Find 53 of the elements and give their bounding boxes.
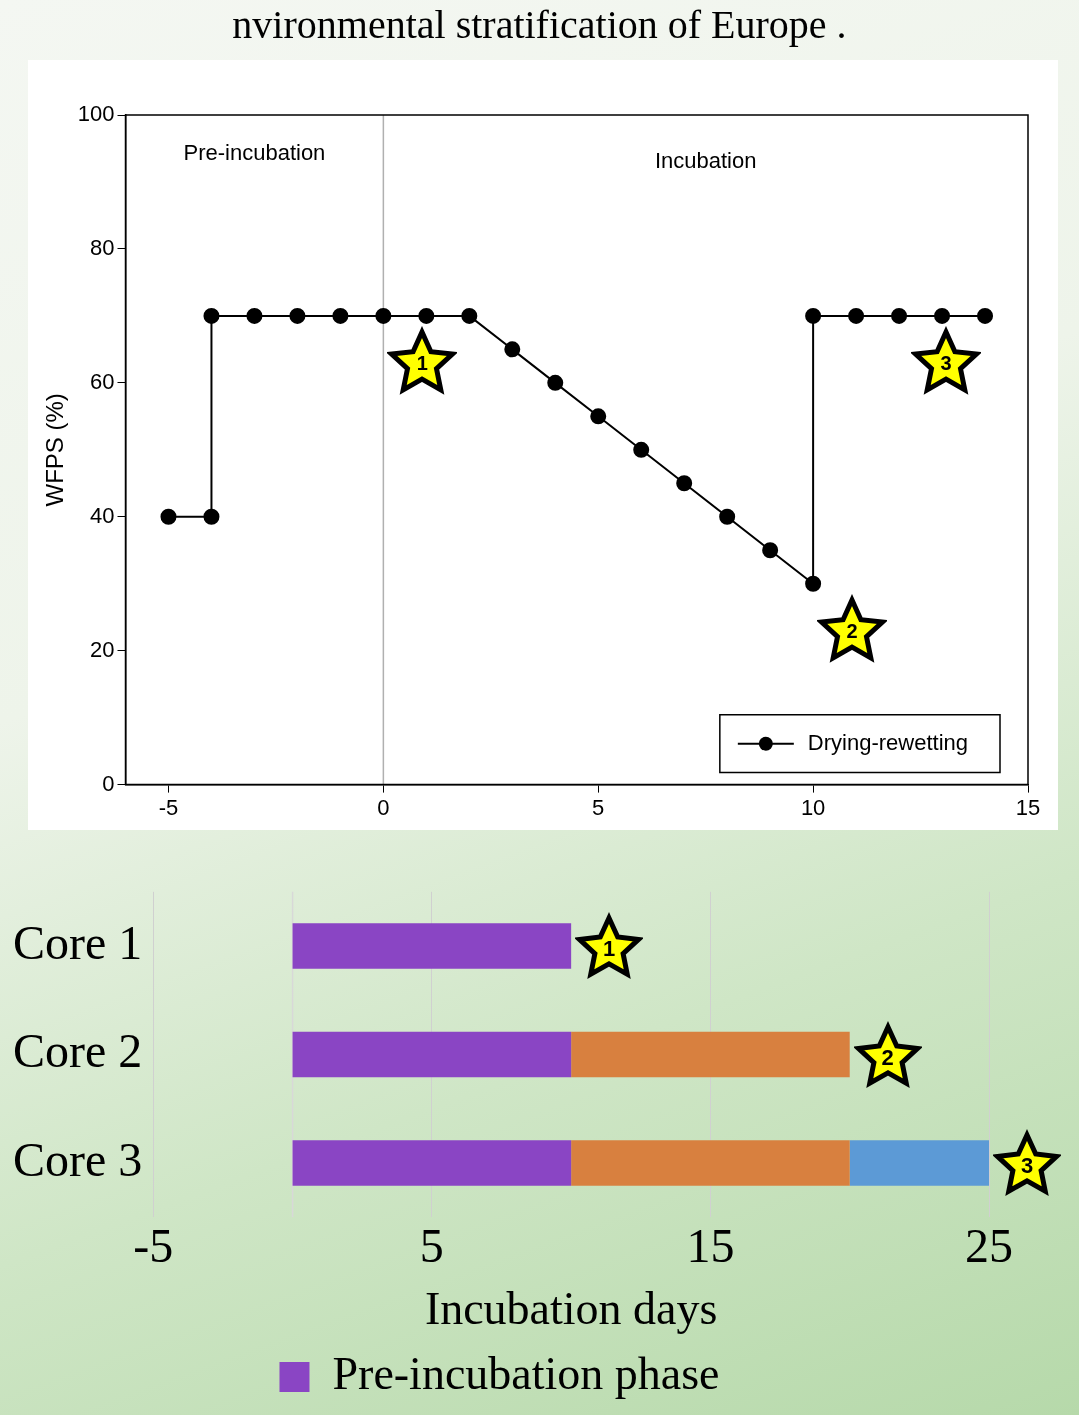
point xyxy=(934,307,951,324)
point xyxy=(633,441,650,458)
y-tick-label: 80 xyxy=(90,234,115,260)
point xyxy=(203,508,220,525)
x-tick-label: -5 xyxy=(133,1218,174,1272)
point xyxy=(160,508,177,525)
bar xyxy=(571,1031,850,1078)
y-tick-label: Core 2 xyxy=(12,1024,143,1078)
point xyxy=(461,307,478,324)
y-tick-label: Core 1 xyxy=(12,915,143,969)
point xyxy=(805,307,822,324)
bar xyxy=(849,1140,989,1186)
bar xyxy=(292,1140,572,1186)
x-tick-label: -5 xyxy=(158,794,179,820)
y-tick-label: Core 3 xyxy=(12,1132,143,1186)
x-axis-title: Incubation days xyxy=(424,1283,718,1335)
x-tick-label: 10 xyxy=(800,794,826,820)
point xyxy=(246,307,263,324)
point xyxy=(848,307,865,324)
x-tick-label: 5 xyxy=(592,794,605,820)
point xyxy=(418,307,435,324)
x-tick-label: 25 xyxy=(965,1218,1013,1272)
chart-title: nvironmental stratification of Europe . xyxy=(231,1,848,49)
point xyxy=(203,307,220,324)
x-tick-label: 0 xyxy=(377,794,390,820)
point xyxy=(805,575,822,592)
x-tick-label: 5 xyxy=(419,1218,444,1272)
y-tick-label: 60 xyxy=(90,368,115,394)
y-tick-label: 100 xyxy=(77,101,115,127)
x-tick-label: 15 xyxy=(1015,794,1041,820)
y-axis-title: WFPS (%) xyxy=(41,393,69,507)
point xyxy=(375,307,392,324)
point xyxy=(504,341,521,358)
point xyxy=(891,307,908,324)
y-tick-label: 40 xyxy=(90,502,115,528)
point xyxy=(547,374,564,391)
point xyxy=(977,307,994,324)
y-tick-label: 0 xyxy=(102,770,115,796)
y-tick-label: 20 xyxy=(90,636,115,662)
legend-label: Pre-incubation phase xyxy=(332,1348,720,1400)
point xyxy=(590,408,607,425)
point xyxy=(762,542,779,559)
legend-label: Drying-rewetting xyxy=(807,729,969,755)
x-tick-label: 15 xyxy=(686,1218,735,1272)
bar xyxy=(292,923,572,969)
bar xyxy=(571,1140,850,1186)
point xyxy=(719,508,736,525)
annotation: Pre-incubation xyxy=(183,140,326,166)
point xyxy=(289,307,306,324)
annotation: Incubation xyxy=(654,148,757,174)
point xyxy=(332,307,349,324)
point xyxy=(676,475,693,492)
bar xyxy=(292,1031,572,1078)
